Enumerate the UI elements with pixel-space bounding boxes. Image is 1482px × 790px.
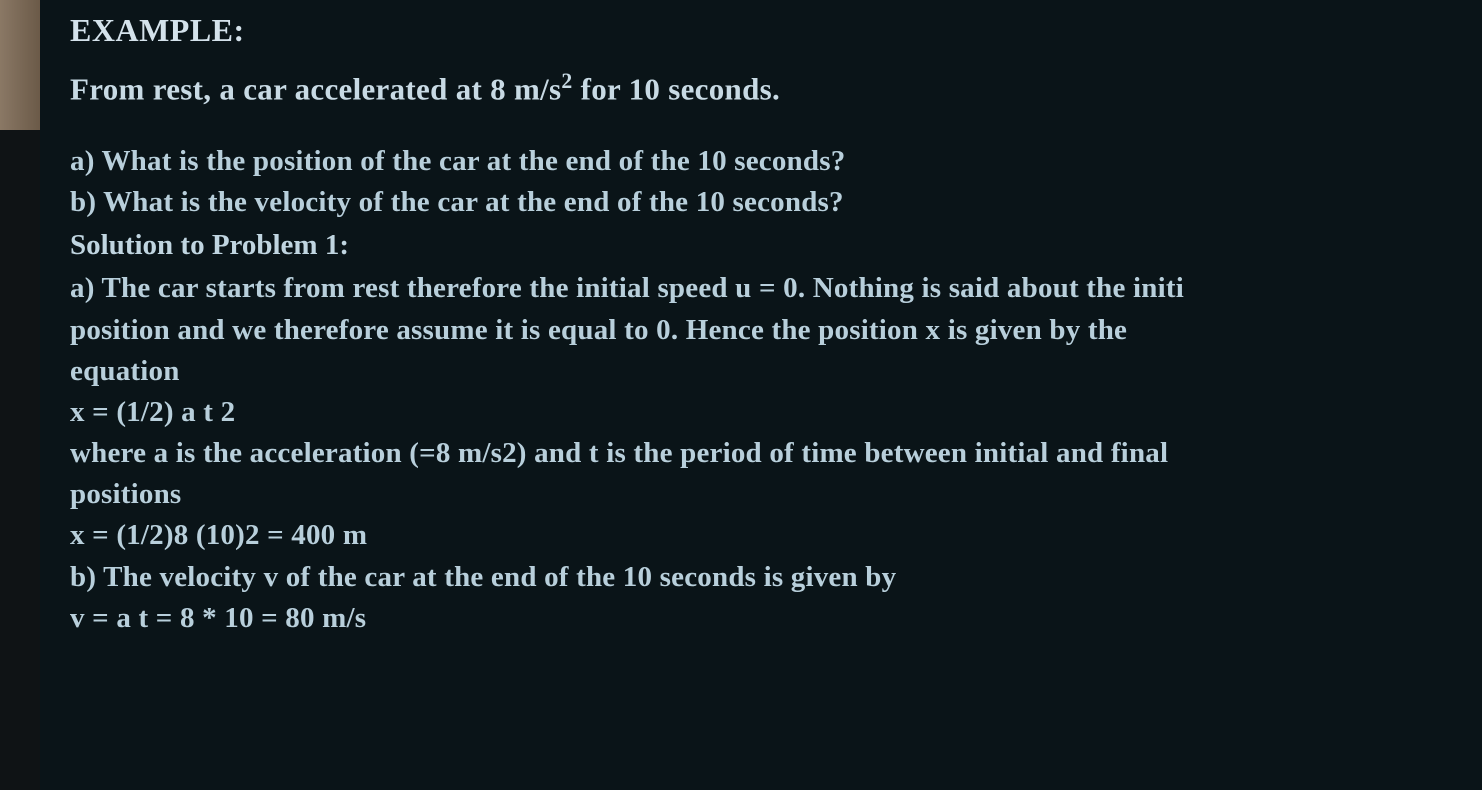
question-a: a) What is the position of the car at th… <box>70 145 1482 178</box>
statement-exponent: 2 <box>561 69 572 93</box>
solution-line: x = (1/2)8 (10)2 = 400 m <box>70 515 1482 556</box>
solution-heading: Solution to Problem 1: <box>70 229 1482 262</box>
left-margin-artifact <box>0 0 40 790</box>
problem-statement: From rest, a car accelerated at 8 m/s2 f… <box>70 69 1482 107</box>
solution-line: v = a t = 8 * 10 = 80 m/s <box>70 598 1482 639</box>
solution-body: a) The car starts from rest therefore th… <box>70 268 1482 639</box>
question-b: b) What is the velocity of the car at th… <box>70 186 1482 219</box>
statement-suffix: for 10 seconds. <box>573 71 780 106</box>
solution-line: positions <box>70 474 1482 515</box>
left-margin-dark <box>0 130 40 790</box>
solution-line: position and we therefore assume it is e… <box>70 310 1482 351</box>
statement-prefix: From rest, a car accelerated at 8 m/s <box>70 71 561 106</box>
solution-line: x = (1/2) a t 2 <box>70 392 1482 433</box>
solution-line: where a is the acceleration (=8 m/s2) an… <box>70 433 1482 474</box>
solution-line: equation <box>70 351 1482 392</box>
left-margin-light <box>0 0 40 130</box>
solution-line: a) The car starts from rest therefore th… <box>70 268 1482 309</box>
example-heading: EXAMPLE: <box>70 12 1482 49</box>
solution-line: b) The velocity v of the car at the end … <box>70 557 1482 598</box>
